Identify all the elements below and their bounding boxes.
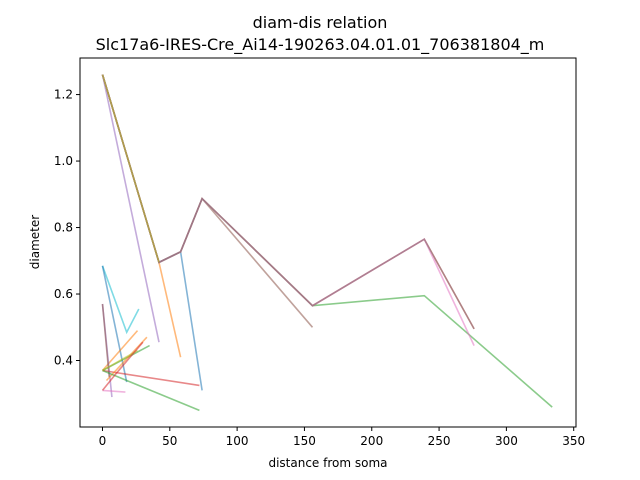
x-tick-label: 200 [360, 434, 383, 448]
series-line-16 [102, 389, 126, 393]
series-line-8 [101, 74, 160, 263]
y-tick-label: 0.4 [54, 354, 73, 368]
x-tick-label: 100 [226, 434, 249, 448]
x-tick-label: 300 [495, 434, 518, 448]
series-line-4 [101, 74, 160, 343]
y-tick-label: 0.8 [54, 221, 73, 235]
x-axis-label: distance from soma [268, 456, 387, 470]
x-tick-label: 350 [562, 434, 585, 448]
series-line-15 [101, 303, 110, 378]
x-axis: 0 50 100 150 200 250 300 350 [99, 427, 585, 448]
x-tick-label: 250 [428, 434, 451, 448]
x-tick-label: 50 [162, 434, 177, 448]
y-tick-label: 1.0 [54, 154, 73, 168]
y-tick-label: 1.2 [54, 88, 73, 102]
y-axis: 0.4 0.6 0.8 1.0 1.2 [54, 88, 80, 368]
series-line-19 [102, 349, 138, 372]
series-line-20 [101, 341, 144, 391]
plot-frame [79, 57, 577, 428]
y-tick-label: 0.6 [54, 287, 73, 301]
series-line-13 [102, 369, 200, 387]
series-layer [101, 74, 553, 412]
series-line-18 [102, 369, 200, 412]
x-tick-label: 150 [293, 434, 316, 448]
series-line-9 [101, 265, 140, 335]
x-tick-label: 0 [99, 434, 107, 448]
chart-title: diam-dis relation [253, 13, 388, 32]
plot-area [79, 57, 577, 428]
chart-subtitle: Slc17a6-IRES-Cre_Ai14-190263.04.01.01_70… [96, 35, 545, 55]
y-axis-label: diameter [28, 215, 42, 269]
